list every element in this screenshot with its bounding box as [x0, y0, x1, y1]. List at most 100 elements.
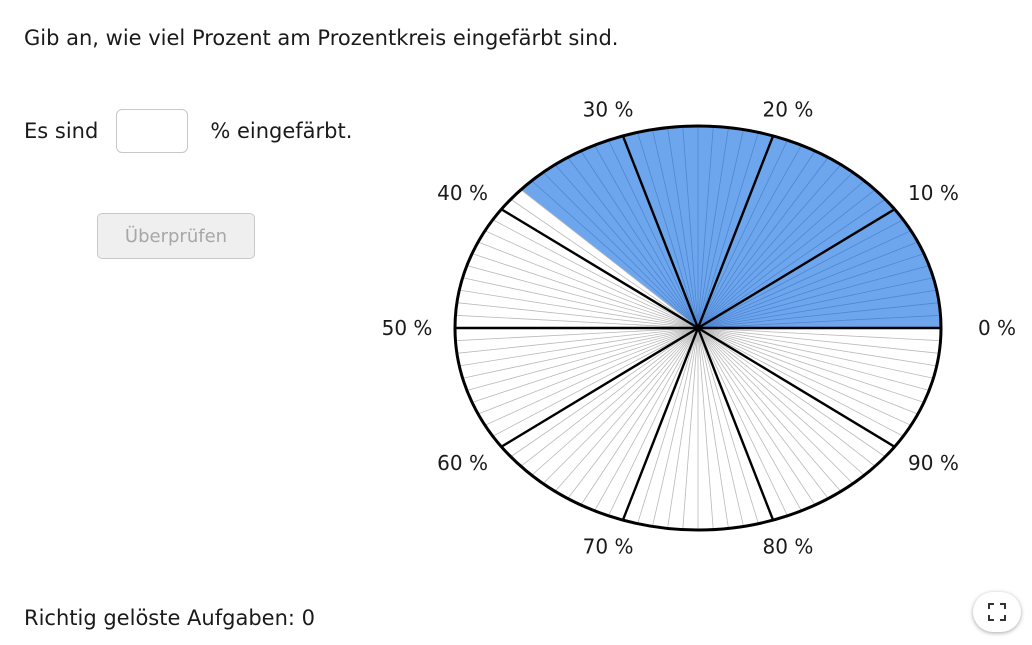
minor-division-line — [471, 327, 699, 403]
major-division-line — [697, 208, 896, 330]
minor-division-line — [456, 302, 699, 329]
major-division-line — [696, 135, 775, 329]
minor-division-line — [697, 140, 788, 329]
minor-division-line — [697, 327, 876, 467]
minor-division-line — [697, 198, 886, 329]
minor-division-line — [580, 150, 699, 329]
fullscreen-icon — [988, 603, 1006, 621]
minor-division-line — [554, 164, 699, 329]
minor-division-line — [697, 253, 925, 329]
minor-division-line — [697, 327, 829, 499]
minor-division-line — [667, 127, 699, 329]
minor-division-line — [697, 241, 919, 329]
minor-division-line — [456, 327, 699, 354]
tick-label: 40 % — [437, 181, 488, 205]
minor-division-line — [542, 172, 699, 329]
minor-division-line — [510, 327, 699, 458]
tick-label: 10 % — [908, 181, 959, 205]
minor-division-line — [697, 327, 912, 426]
minor-division-line — [697, 327, 816, 506]
score-text: Richtig gelöste Aufgaben: 0 — [24, 606, 315, 630]
tick-label: 80 % — [763, 535, 814, 559]
minor-division-line — [697, 129, 744, 329]
minor-division-line — [567, 157, 699, 329]
minor-division-line — [697, 327, 865, 476]
minor-division-line — [697, 327, 919, 415]
minor-division-line — [697, 302, 940, 329]
minor-division-line — [697, 289, 937, 329]
answer-row: Es sind % eingefärbt. — [24, 107, 352, 155]
major-division-line — [697, 326, 896, 448]
minor-division-line — [697, 230, 912, 329]
minor-division-line — [697, 145, 802, 329]
answer-prefix: Es sind — [24, 119, 99, 143]
minor-division-line — [697, 126, 714, 329]
minor-division-line — [697, 189, 876, 329]
circle-outline — [453, 124, 943, 532]
minor-division-line — [652, 129, 699, 329]
minor-division-line — [466, 327, 699, 391]
major-division-line — [500, 326, 699, 448]
minor-division-line — [462, 327, 699, 379]
minor-division-line — [697, 265, 930, 329]
minor-division-line — [697, 327, 788, 516]
minor-division-line — [510, 198, 699, 329]
tick-label: 0 % — [978, 316, 1016, 340]
minor-division-line — [697, 327, 714, 530]
minor-division-line — [594, 145, 699, 329]
minor-division-line — [492, 327, 699, 437]
minor-division-line — [608, 327, 699, 516]
check-button[interactable]: Überprüfen — [97, 213, 255, 259]
minor-division-line — [697, 277, 934, 329]
minor-division-line — [697, 327, 934, 379]
minor-division-line — [697, 327, 854, 484]
minor-division-line — [697, 327, 744, 527]
minor-division-line — [459, 289, 699, 329]
minor-division-line — [697, 180, 865, 329]
minor-division-line — [697, 172, 854, 329]
minor-division-line — [697, 132, 759, 329]
major-division-line — [621, 327, 700, 521]
minor-division-line — [697, 327, 729, 529]
minor-division-line — [667, 327, 699, 529]
minor-division-line — [682, 126, 699, 329]
minor-division-line — [697, 327, 940, 354]
answer-suffix: % eingefärbt. — [210, 119, 353, 143]
tick-label: 30 % — [583, 97, 634, 121]
minor-division-line — [531, 180, 699, 329]
answer-input[interactable] — [116, 109, 189, 153]
minor-division-line — [697, 150, 816, 329]
minor-division-line — [471, 253, 699, 329]
minor-division-line — [637, 132, 699, 329]
minor-division-line — [477, 327, 699, 415]
tick-label: 70 % — [583, 535, 634, 559]
minor-division-line — [697, 327, 842, 492]
task-instruction: Gib an, wie viel Prozent am Prozentkreis… — [24, 26, 619, 50]
minor-division-line — [462, 277, 699, 329]
minor-division-line — [697, 314, 941, 329]
minor-division-line — [520, 189, 699, 329]
major-division-line — [621, 135, 700, 329]
minor-division-line — [492, 219, 699, 329]
minor-division-line — [697, 327, 925, 403]
tick-label: 90 % — [908, 451, 959, 475]
minor-division-line — [531, 327, 699, 476]
minor-division-line — [697, 327, 802, 511]
minor-division-line — [652, 327, 699, 527]
minor-division-line — [697, 327, 759, 524]
minor-division-line — [697, 327, 941, 342]
minor-division-line — [594, 327, 699, 511]
minor-division-line — [580, 327, 699, 506]
minor-division-line — [637, 327, 699, 524]
minor-division-line — [466, 265, 699, 329]
minor-division-line — [697, 219, 904, 329]
tick-label: 50 % — [382, 316, 433, 340]
minor-division-line — [697, 327, 930, 391]
minor-division-line — [455, 314, 699, 329]
minor-division-line — [682, 327, 699, 530]
minor-division-line — [697, 127, 729, 329]
tick-label: 20 % — [763, 97, 814, 121]
minor-division-line — [455, 327, 699, 342]
fullscreen-button[interactable] — [973, 592, 1021, 632]
